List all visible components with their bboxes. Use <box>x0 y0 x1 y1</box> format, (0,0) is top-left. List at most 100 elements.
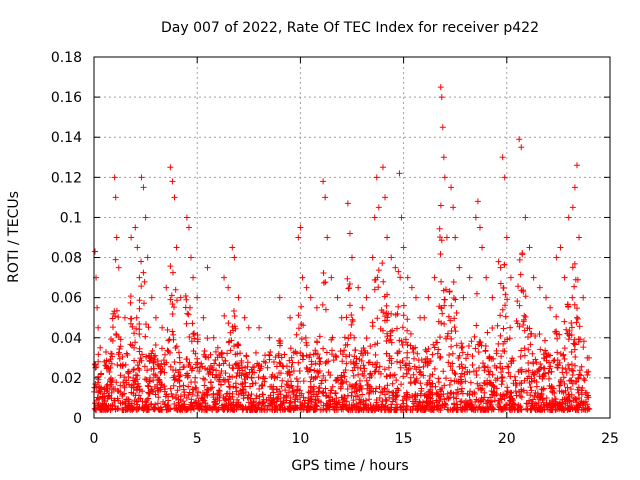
data-point <box>169 269 176 276</box>
data-point <box>296 367 303 374</box>
data-point <box>356 400 363 407</box>
data-point <box>129 342 136 349</box>
data-point <box>298 303 305 310</box>
data-point <box>322 393 329 400</box>
y-axis-ticks: 0 0.02 0.04 0.06 0.08 0.1 0.12 0.14 0.16 0.18 <box>51 50 610 427</box>
data-point <box>475 349 482 356</box>
data-point <box>262 359 269 366</box>
data-point <box>483 274 490 281</box>
data-point <box>256 385 263 392</box>
data-point <box>352 381 359 388</box>
data-point <box>234 402 241 409</box>
data-point <box>374 315 381 322</box>
data-point <box>350 359 357 366</box>
data-point <box>542 347 549 354</box>
data-point <box>104 395 111 402</box>
data-point <box>132 371 139 378</box>
data-point <box>561 274 568 281</box>
data-point <box>300 378 307 385</box>
data-point <box>226 362 233 369</box>
data-point <box>472 214 479 221</box>
data-point <box>142 333 149 340</box>
data-point <box>435 375 442 382</box>
data-point <box>192 384 199 391</box>
data-point <box>136 305 143 312</box>
data-point <box>497 360 504 367</box>
data-point <box>473 290 480 297</box>
data-point <box>184 355 191 362</box>
data-point <box>134 244 141 251</box>
data-point <box>238 390 245 397</box>
data-point <box>397 364 404 371</box>
data-point <box>305 394 312 401</box>
data-point <box>565 336 572 343</box>
data-point <box>300 322 307 329</box>
data-point <box>569 294 576 301</box>
data-point <box>283 381 290 388</box>
data-point <box>441 174 448 181</box>
data-point <box>337 374 344 381</box>
data-point <box>375 368 382 375</box>
data-point <box>473 371 480 378</box>
data-point <box>148 294 155 301</box>
data-point <box>437 84 444 91</box>
data-point <box>523 400 530 407</box>
data-point <box>414 350 421 357</box>
data-point <box>94 403 101 410</box>
data-point <box>434 403 441 410</box>
data-point <box>351 364 358 371</box>
data-point <box>367 343 374 350</box>
data-point <box>131 357 138 364</box>
data-point <box>578 363 585 370</box>
data-point <box>371 214 378 221</box>
data-point <box>498 406 505 413</box>
data-point <box>341 347 348 354</box>
data-point <box>324 234 331 241</box>
data-point <box>463 355 470 362</box>
data-point <box>156 378 163 385</box>
data-point <box>356 377 363 384</box>
data-point <box>125 374 132 381</box>
data-point <box>339 380 346 387</box>
data-point <box>510 400 517 407</box>
data-point <box>243 352 250 359</box>
data-point <box>180 398 187 405</box>
data-point <box>272 354 279 361</box>
data-point <box>136 326 143 333</box>
data-point <box>316 355 323 362</box>
data-point <box>547 352 554 359</box>
data-point <box>547 304 554 311</box>
data-point <box>382 194 389 201</box>
data-point <box>111 174 118 181</box>
data-point <box>574 403 581 410</box>
data-point <box>99 404 106 411</box>
data-point <box>457 404 464 411</box>
data-point <box>204 335 211 342</box>
data-point <box>453 342 460 349</box>
data-point <box>521 312 528 319</box>
data-point <box>413 366 420 373</box>
data-point <box>536 284 543 291</box>
data-point <box>124 351 131 358</box>
data-point <box>300 353 307 360</box>
data-point <box>436 225 443 232</box>
data-points <box>91 84 593 413</box>
data-point <box>346 281 353 288</box>
data-point <box>294 386 301 393</box>
data-point <box>546 375 553 382</box>
data-point <box>283 393 290 400</box>
x-tick-label: 0 <box>90 431 99 447</box>
data-point <box>570 367 577 374</box>
data-point <box>188 379 195 386</box>
data-point <box>308 393 315 400</box>
data-point <box>533 359 540 366</box>
data-point <box>176 359 183 366</box>
data-point <box>575 374 582 381</box>
data-point <box>235 342 242 349</box>
data-point <box>297 399 304 406</box>
data-point <box>518 144 525 151</box>
data-point <box>540 351 547 358</box>
data-point <box>381 391 388 398</box>
data-point <box>145 383 152 390</box>
data-point <box>148 386 155 393</box>
